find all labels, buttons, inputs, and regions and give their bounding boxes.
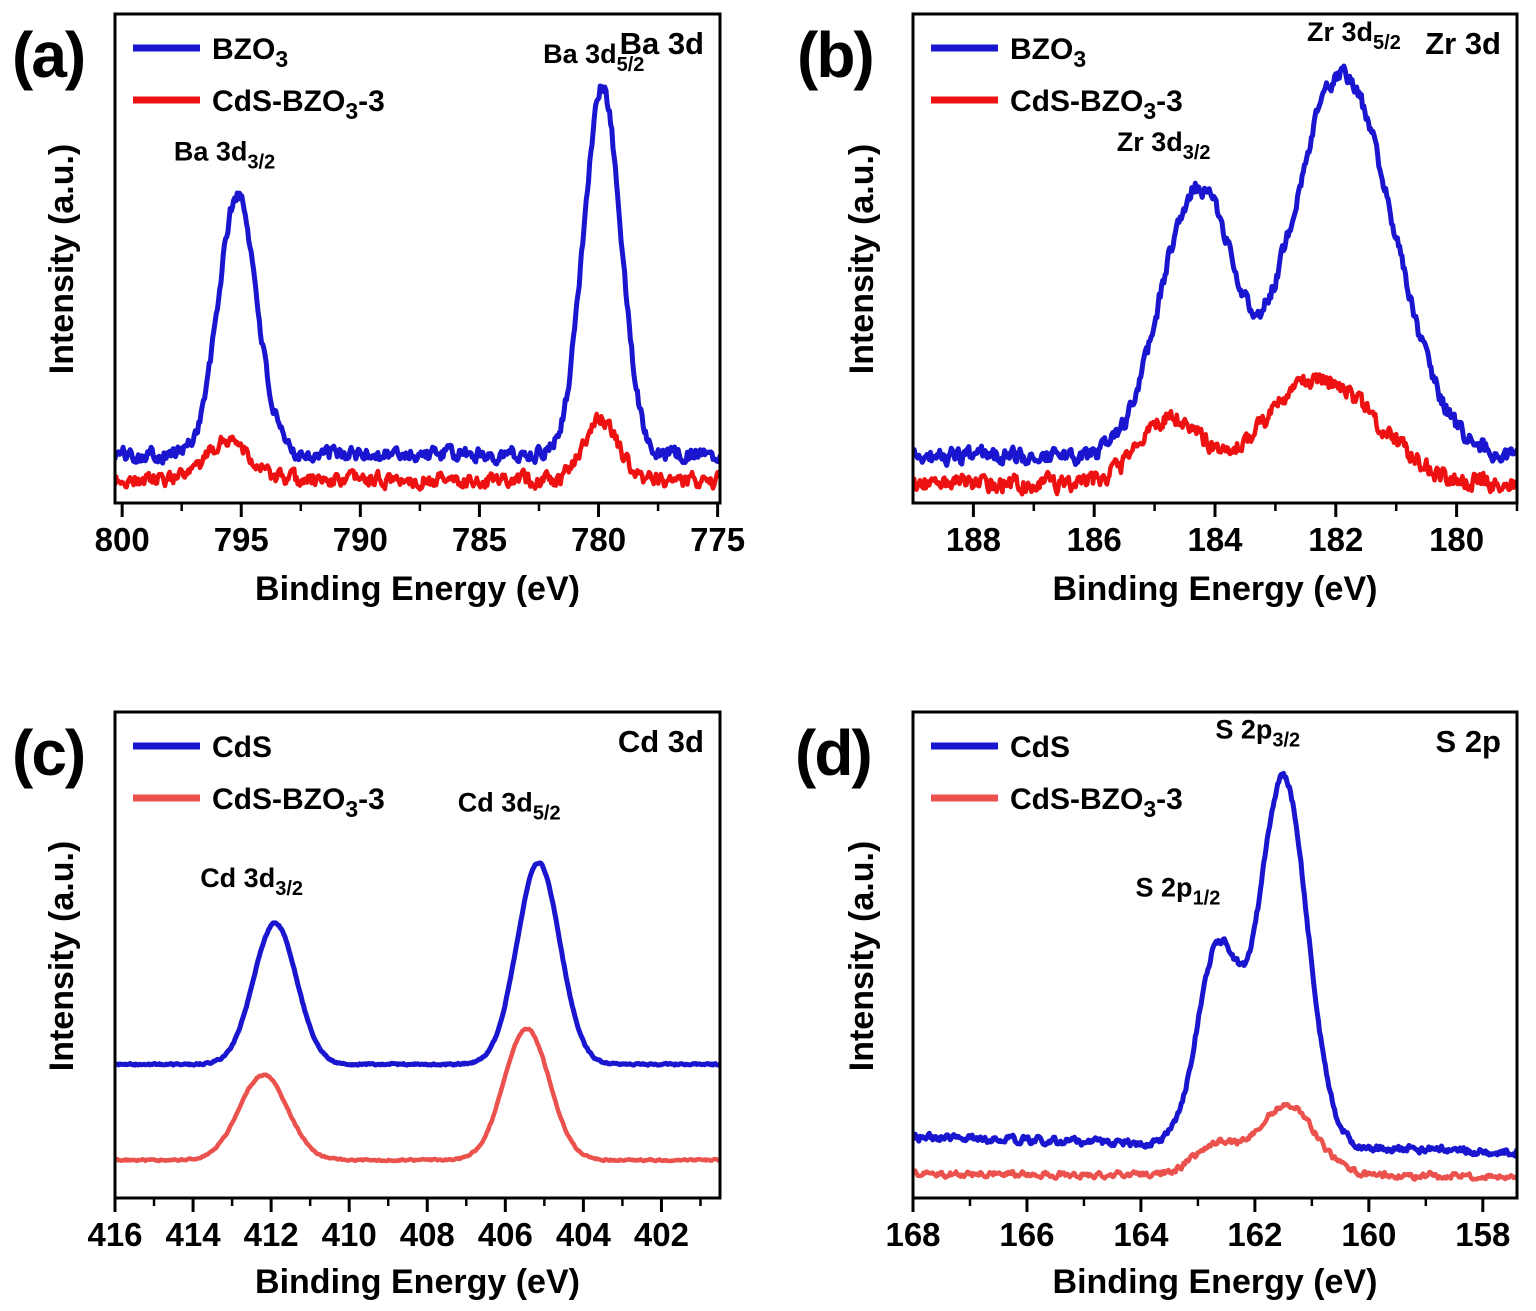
x-tick-label: 800 [95,521,150,558]
x-tick-label: 785 [452,521,507,558]
x-tick-label: 790 [333,521,388,558]
x-tick-label: 416 [87,1216,142,1253]
x-tick-label: 182 [1308,521,1363,558]
panel-tag: Zr 3d [1425,26,1501,61]
plot-panel-d: 168 166 164 162 160 158 S 2p CdS CdS-BZO3-3 S 2p1… [885,710,1519,1253]
legend-label: CdS-BZO3-3 [1010,783,1183,822]
x-tick-label: 795 [214,521,269,558]
x-tick-label: 408 [400,1216,455,1253]
x-tick-label: 158 [1455,1216,1510,1253]
legend-label: BZO3 [1010,33,1086,72]
legend-label: BZO3 [212,33,288,72]
x-tick-label: 188 [946,521,1001,558]
spectrum-curve-BZO3 [913,63,1517,468]
panel-tag: Ba 3d [620,26,704,61]
spectrum-curve-CdS-BZO3-3 [913,372,1517,497]
panel-letter-a: (a) [12,19,86,91]
legend-label: CdS-BZO3-3 [212,783,385,822]
x-tick-label: 186 [1067,521,1122,558]
panel-letter-d: (d) [795,717,873,789]
x-axis-label-c: Binding Energy (eV) [255,1263,580,1301]
panel-letter-b: (b) [797,19,875,91]
legend-label: CdS [1010,731,1070,764]
plot-border [911,710,1519,1200]
legend-label: CdS-BZO3-3 [212,85,385,124]
peak-annotation: Cd 3d3/2 [200,863,303,900]
x-tick-label: 412 [244,1216,299,1253]
x-tick-label: 168 [885,1216,940,1253]
legend-label: CdS-BZO3-3 [1010,85,1183,124]
x-tick-label: 164 [1113,1216,1169,1253]
x-tick-label: 184 [1187,521,1243,558]
panel-letter-c: (c) [12,717,86,789]
panel-tag: S 2p [1436,724,1501,759]
plot-border [113,12,722,505]
x-tick-label: 410 [322,1216,377,1253]
legend-label: CdS [212,731,272,764]
spectrum-curve-CdS [913,770,1517,1159]
x-tick-label: 160 [1341,1216,1396,1253]
plot-panel-a: 800 795 790 785 780 775 Ba 3d BZO3 CdS-BZO3-3 Ba … [95,12,745,558]
peak-annotation: Ba 3d5/2 [543,39,644,76]
x-tick-label: 404 [556,1216,612,1253]
spectrum-curve-BZO3 [115,83,720,467]
x-tick-label: 162 [1227,1216,1282,1253]
peak-annotation: Zr 3d5/2 [1307,17,1401,54]
plot-border [911,12,1519,505]
x-tick-label: 180 [1429,521,1484,558]
spectrum-curve-CdS-BZO3-3 [115,1026,720,1164]
plot-border [113,710,722,1200]
plot-panel-c: 416 414 412 410 408 406 404 402 Cd 3d CdS CdS-BZO3… [87,710,722,1253]
spectrum-curve-CdS-BZO3-3 [115,411,720,492]
peak-annotation: S 2p3/2 [1215,715,1300,752]
x-axis-label-b: Binding Energy (eV) [1052,570,1378,608]
spectrum-curve-CdS-BZO3-3 [913,1101,1517,1182]
peak-annotation: Cd 3d5/2 [458,788,561,825]
x-tick-label: 402 [634,1216,689,1253]
peak-annotation: Ba 3d3/2 [174,137,275,174]
spectrum-curve-CdS [115,860,720,1068]
x-tick-label: 775 [690,521,745,558]
panel-tag: Cd 3d [618,724,704,759]
peak-annotation: S 2p1/2 [1136,873,1221,910]
x-tick-label: 414 [166,1216,222,1253]
x-tick-label: 780 [571,521,626,558]
x-tick-label: 166 [999,1216,1054,1253]
x-axis-label-a: Binding Energy (eV) [255,570,580,608]
peak-annotation: Zr 3d3/2 [1117,127,1211,164]
x-axis-label-d: Binding Energy (eV) [1052,1263,1378,1301]
plot-panel-b: 188 186 184 182 180 Zr 3d BZO3 CdS-BZO3-3Zr 3d3… [911,12,1519,558]
x-tick-label: 406 [478,1216,533,1253]
